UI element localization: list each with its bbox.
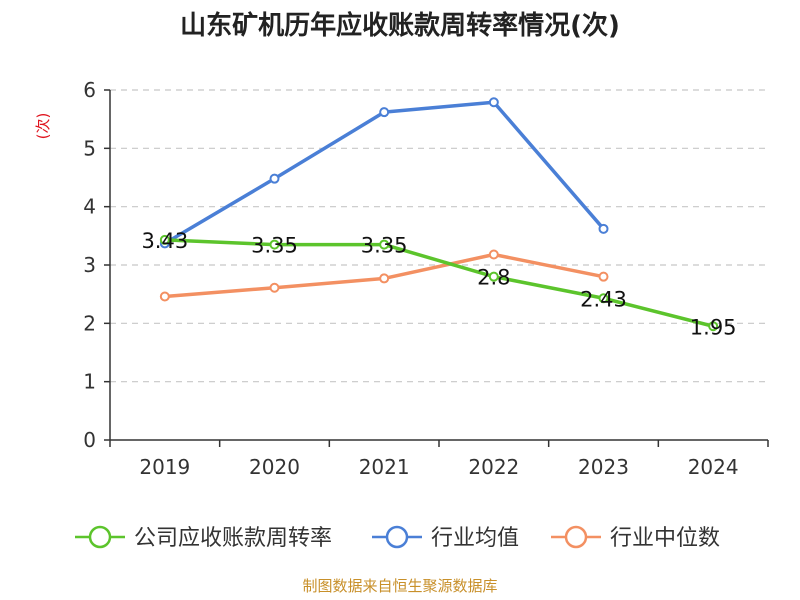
y-tick-label: 3 [83,253,96,277]
legend: 公司应收账款周转率 行业均值 行业中位数 [75,525,720,551]
y-tick-label: 0 [83,428,96,452]
chart-title: 山东矿机历年应收账款周转率情况(次) [180,10,620,41]
grid-lines [110,89,768,383]
x-tick-label: 2019 [139,455,190,479]
y-axis-label: (次) [34,113,52,140]
x-tick-label: 2024 [688,455,739,479]
series-group [159,97,719,332]
data-point [379,273,390,284]
data-labels: 3.43 3.35 3.35 2.8 2.43 1.95 [141,229,736,339]
axes: 0 1 2 3 4 5 6 2019 2020 2021 2022 2023 2024 [83,78,769,479]
legend-swatch-marker [564,525,588,549]
legend-label: 行业均值 [431,526,519,551]
data-point [269,282,280,293]
data-point [379,107,390,118]
data-point [598,271,609,282]
series-line [163,238,715,328]
y-tick-label: 1 [83,370,96,394]
data-point [598,223,609,234]
data-point [159,291,170,302]
data-point [598,293,609,304]
data-point [269,173,280,184]
data-label: 3.35 [251,234,298,258]
x-tick-label: 2021 [359,455,410,479]
data-point [708,321,719,332]
data-label: 3.43 [141,229,188,253]
legend-swatch-marker [88,525,112,549]
data-point [488,249,499,260]
legend-label: 行业中位数 [610,526,720,551]
x-tick-label: 2020 [249,455,300,479]
data-point [269,239,280,250]
y-tick-label: 6 [83,78,96,102]
legend-label: 公司应收账款周转率 [134,526,332,551]
x-tick-label: 2023 [578,455,629,479]
source-note: 制图数据来自恒生聚源数据库 [302,577,497,595]
y-tick-label: 4 [83,195,96,219]
data-point [488,271,499,282]
y-tick-label: 2 [83,311,96,335]
data-label: 3.35 [361,234,408,258]
y-tick-label: 5 [83,136,96,160]
legend-swatch-marker [385,525,409,549]
x-tick-label: 2022 [468,455,519,479]
data-point [488,97,499,108]
data-point [379,239,390,250]
data-point [159,234,170,245]
series-line [163,100,606,246]
data-label: 2.8 [477,266,510,290]
data-label: 1.95 [690,315,737,339]
data-label: 2.43 [580,287,627,311]
